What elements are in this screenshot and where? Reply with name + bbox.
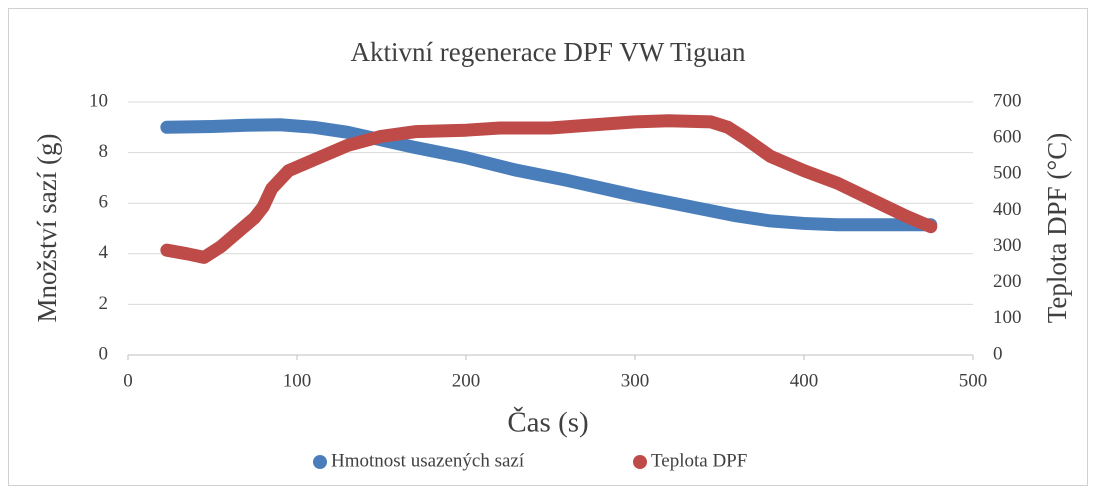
y2-tick-label: 100 [993,307,1022,328]
x-axis-label: Čas (s) [507,406,588,439]
x-tick-label: 300 [621,370,650,391]
y2-tick-label: 0 [993,343,1003,364]
y-tick-label: 0 [99,343,109,364]
legend-label: Teplota DPF [651,450,747,471]
chart-border [8,8,1088,486]
x-tick-label: 200 [452,370,481,391]
x-tick-label: 0 [123,370,133,391]
series-trace [160,114,938,264]
x-tick-label: 500 [959,370,988,391]
series-trace [160,118,938,232]
y2-tick-label: 200 [993,271,1022,292]
x-tick-label: 400 [790,370,819,391]
legend-label: Hmotnost usazených sazí [331,450,525,471]
legend-marker [633,455,647,469]
y-tick-label: 8 [99,141,109,162]
legend-marker [313,455,327,469]
y2-tick-label: 300 [993,235,1022,256]
chart-title: Aktivní regenerace DPF VW Tiguan [351,37,746,67]
x-tick-label: 100 [283,370,312,391]
y-axis-label: Množství sazí (g) [32,134,62,323]
y2-axis-label: Teplota DPF (°C) [1042,133,1072,323]
y2-tick-label: 500 [993,163,1022,184]
y-tick-label: 4 [99,242,109,263]
y-tick-label: 2 [99,293,109,314]
y2-tick-label: 700 [993,90,1022,111]
y-tick-label: 10 [89,90,108,111]
y2-tick-label: 600 [993,127,1022,148]
y-tick-label: 6 [99,192,109,213]
y2-tick-label: 400 [993,199,1022,220]
